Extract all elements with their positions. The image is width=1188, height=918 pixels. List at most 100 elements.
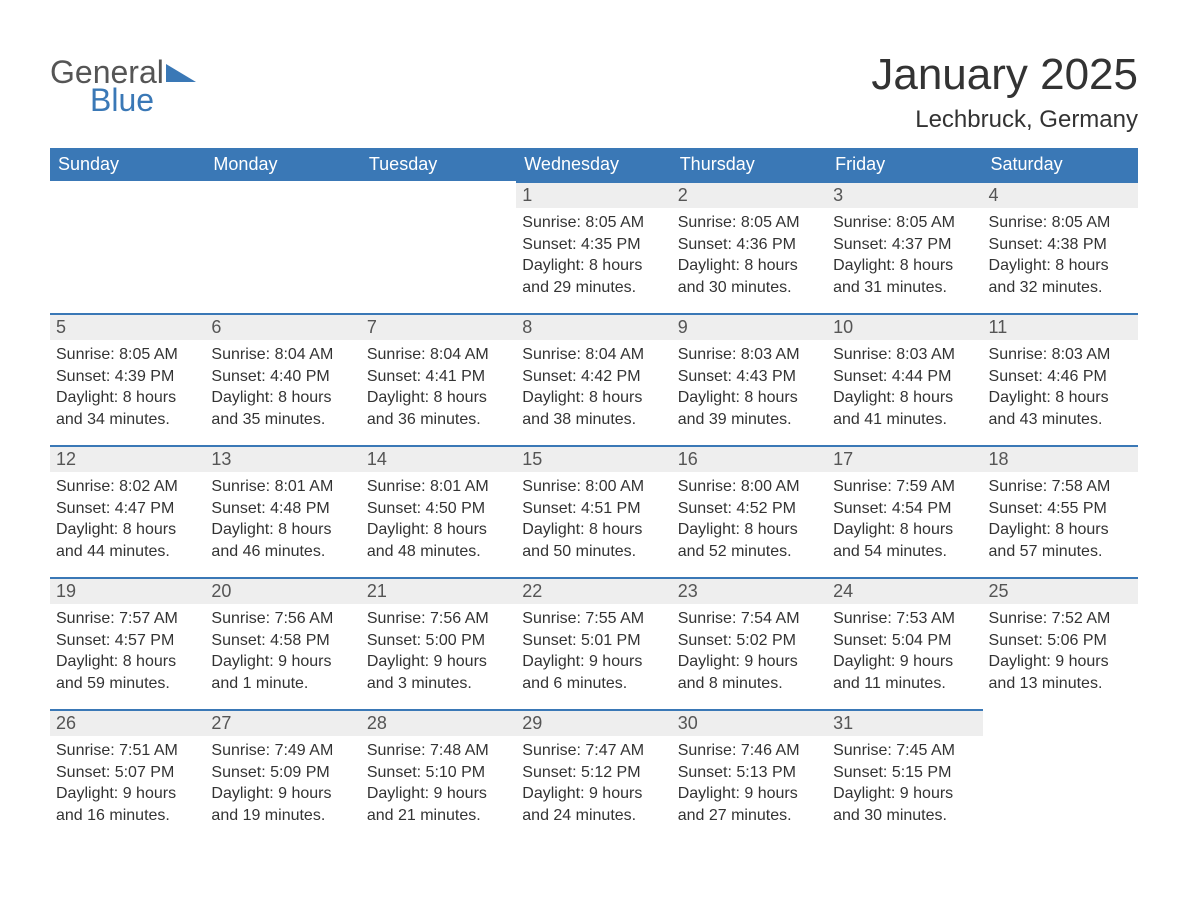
day-number: 9 [672,313,827,340]
daylight-line: Daylight: 8 hours and 39 minutes. [678,387,821,430]
sunrise-line: Sunrise: 7:57 AM [56,608,199,630]
daylight-line: Daylight: 8 hours and 50 minutes. [522,519,665,562]
day-details: Sunrise: 7:45 AMSunset: 5:15 PMDaylight:… [827,736,982,826]
day-number: 1 [516,181,671,208]
sunset-line: Sunset: 4:37 PM [833,234,976,256]
daylight-line: Daylight: 9 hours and 1 minute. [211,651,354,694]
sunrise-line: Sunrise: 7:46 AM [678,740,821,762]
calendar-day-cell: 28Sunrise: 7:48 AMSunset: 5:10 PMDayligh… [361,709,516,841]
day-details: Sunrise: 8:04 AMSunset: 4:40 PMDaylight:… [205,340,360,430]
sunrise-line: Sunrise: 7:55 AM [522,608,665,630]
sunrise-line: Sunrise: 8:01 AM [367,476,510,498]
day-details: Sunrise: 7:46 AMSunset: 5:13 PMDaylight:… [672,736,827,826]
day-details [361,206,516,210]
calendar-day-cell: 19Sunrise: 7:57 AMSunset: 4:57 PMDayligh… [50,577,205,709]
calendar-day-cell: 20Sunrise: 7:56 AMSunset: 4:58 PMDayligh… [205,577,360,709]
weekday-header: Friday [827,148,982,181]
day-number: 11 [983,313,1138,340]
calendar-week-row: ...1Sunrise: 8:05 AMSunset: 4:35 PMDayli… [50,181,1138,313]
day-details: Sunrise: 7:58 AMSunset: 4:55 PMDaylight:… [983,472,1138,562]
page-subtitle: Lechbruck, Germany [871,106,1138,134]
calendar-day-cell: 23Sunrise: 7:54 AMSunset: 5:02 PMDayligh… [672,577,827,709]
day-number: 8 [516,313,671,340]
daylight-line: Daylight: 8 hours and 44 minutes. [56,519,199,562]
sunset-line: Sunset: 4:47 PM [56,498,199,520]
sunset-line: Sunset: 4:55 PM [989,498,1132,520]
day-number: 13 [205,445,360,472]
calendar-week-row: 26Sunrise: 7:51 AMSunset: 5:07 PMDayligh… [50,709,1138,841]
logo: General Blue [50,50,196,116]
sunset-line: Sunset: 4:50 PM [367,498,510,520]
daylight-line: Daylight: 8 hours and 32 minutes. [989,255,1132,298]
daylight-line: Daylight: 9 hours and 27 minutes. [678,783,821,826]
sunset-line: Sunset: 4:43 PM [678,366,821,388]
calendar-day-cell: 1Sunrise: 8:05 AMSunset: 4:35 PMDaylight… [516,181,671,313]
day-number: 24 [827,577,982,604]
calendar-day-cell: 21Sunrise: 7:56 AMSunset: 5:00 PMDayligh… [361,577,516,709]
sunset-line: Sunset: 5:13 PM [678,762,821,784]
day-number: 18 [983,445,1138,472]
header: General Blue January 2025 Lechbruck, Ger… [50,50,1138,134]
sunrise-line: Sunrise: 8:02 AM [56,476,199,498]
weekday-header: Saturday [983,148,1138,181]
day-number: 31 [827,709,982,736]
sunrise-line: Sunrise: 7:56 AM [367,608,510,630]
weekday-header-row: Sunday Monday Tuesday Wednesday Thursday… [50,148,1138,181]
sunrise-line: Sunrise: 7:56 AM [211,608,354,630]
sunrise-line: Sunrise: 8:03 AM [678,344,821,366]
sunset-line: Sunset: 4:51 PM [522,498,665,520]
calendar-day-cell: 27Sunrise: 7:49 AMSunset: 5:09 PMDayligh… [205,709,360,841]
day-number: 20 [205,577,360,604]
sunrise-line: Sunrise: 8:04 AM [522,344,665,366]
sunrise-line: Sunrise: 8:05 AM [522,212,665,234]
daylight-line: Daylight: 9 hours and 30 minutes. [833,783,976,826]
day-details: Sunrise: 7:56 AMSunset: 5:00 PMDaylight:… [361,604,516,694]
calendar-day-cell: . [205,181,360,313]
day-number: 5 [50,313,205,340]
sunrise-line: Sunrise: 8:00 AM [678,476,821,498]
calendar-day-cell: 15Sunrise: 8:00 AMSunset: 4:51 PMDayligh… [516,445,671,577]
logo-text-blue: Blue [90,84,164,116]
sunset-line: Sunset: 4:52 PM [678,498,821,520]
weekday-header: Tuesday [361,148,516,181]
logo-triangle-icon [166,60,196,82]
day-number: 2 [672,181,827,208]
day-details: Sunrise: 8:03 AMSunset: 4:46 PMDaylight:… [983,340,1138,430]
weekday-header: Wednesday [516,148,671,181]
day-number: 7 [361,313,516,340]
day-details: Sunrise: 7:48 AMSunset: 5:10 PMDaylight:… [361,736,516,826]
day-details: Sunrise: 8:01 AMSunset: 4:48 PMDaylight:… [205,472,360,562]
sunset-line: Sunset: 4:38 PM [989,234,1132,256]
sunset-line: Sunset: 5:04 PM [833,630,976,652]
daylight-line: Daylight: 8 hours and 31 minutes. [833,255,976,298]
sunrise-line: Sunrise: 7:51 AM [56,740,199,762]
day-number: 30 [672,709,827,736]
daylight-line: Daylight: 8 hours and 46 minutes. [211,519,354,562]
day-number: 6 [205,313,360,340]
sunset-line: Sunset: 5:10 PM [367,762,510,784]
day-details: Sunrise: 7:52 AMSunset: 5:06 PMDaylight:… [983,604,1138,694]
sunset-line: Sunset: 5:07 PM [56,762,199,784]
day-details: Sunrise: 8:00 AMSunset: 4:51 PMDaylight:… [516,472,671,562]
calendar-day-cell: 30Sunrise: 7:46 AMSunset: 5:13 PMDayligh… [672,709,827,841]
calendar-day-cell: 14Sunrise: 8:01 AMSunset: 4:50 PMDayligh… [361,445,516,577]
daylight-line: Daylight: 8 hours and 59 minutes. [56,651,199,694]
sunset-line: Sunset: 4:39 PM [56,366,199,388]
day-number: 27 [205,709,360,736]
daylight-line: Daylight: 9 hours and 21 minutes. [367,783,510,826]
daylight-line: Daylight: 9 hours and 3 minutes. [367,651,510,694]
daylight-line: Daylight: 8 hours and 41 minutes. [833,387,976,430]
calendar-day-cell: 8Sunrise: 8:04 AMSunset: 4:42 PMDaylight… [516,313,671,445]
day-details: Sunrise: 7:55 AMSunset: 5:01 PMDaylight:… [516,604,671,694]
sunset-line: Sunset: 4:36 PM [678,234,821,256]
day-number: 12 [50,445,205,472]
sunrise-line: Sunrise: 8:04 AM [367,344,510,366]
day-number: 22 [516,577,671,604]
calendar-day-cell: . [983,709,1138,841]
sunset-line: Sunset: 5:15 PM [833,762,976,784]
sunset-line: Sunset: 4:44 PM [833,366,976,388]
day-number: 25 [983,577,1138,604]
page-title: January 2025 [871,50,1138,100]
day-details: Sunrise: 7:57 AMSunset: 4:57 PMDaylight:… [50,604,205,694]
sunset-line: Sunset: 5:09 PM [211,762,354,784]
